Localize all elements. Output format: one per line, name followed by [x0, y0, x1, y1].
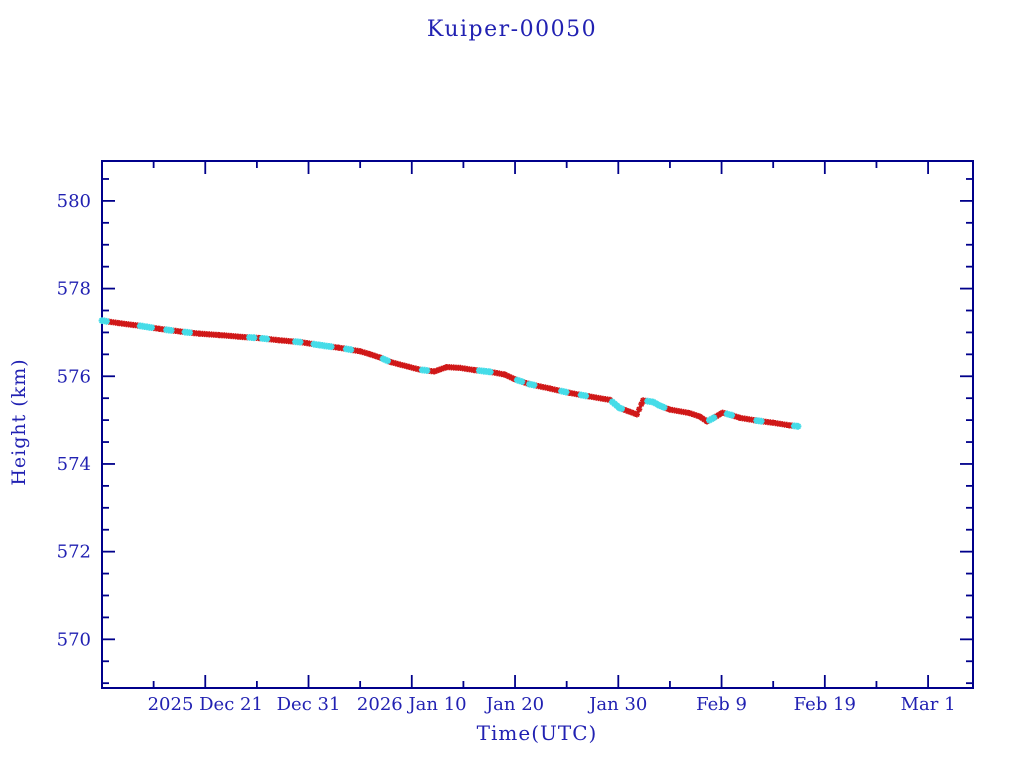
y-tick-label: 580 [57, 191, 91, 212]
x-tick-label: Feb 9 [696, 694, 747, 715]
x-tick-label: Jan 30 [587, 694, 647, 715]
y-tick-label: 572 [57, 542, 91, 563]
y-tick-label: 576 [57, 366, 91, 387]
y-tick-label: 570 [57, 629, 91, 650]
x-tick-label: Jan 20 [484, 694, 544, 715]
x-tick-label: Feb 19 [794, 694, 856, 715]
x-tick-label: 2026 Jan 10 [357, 694, 467, 715]
x-tick-label: Dec 31 [277, 694, 341, 715]
plot-frame [101, 160, 974, 689]
x-axis-title: Time(UTC) [476, 721, 598, 745]
x-tick-label: Mar 1 [901, 694, 956, 715]
y-tick-label: 578 [57, 279, 91, 300]
x-tick-label: 2025 Dec 21 [148, 694, 263, 715]
chart-title: Kuiper-00050 [426, 17, 598, 42]
data-markers-cyan [98, 317, 802, 430]
y-tick-label: 574 [57, 454, 91, 475]
y-axis-title: Height (km) [8, 358, 30, 486]
data-markers-red [105, 318, 796, 429]
